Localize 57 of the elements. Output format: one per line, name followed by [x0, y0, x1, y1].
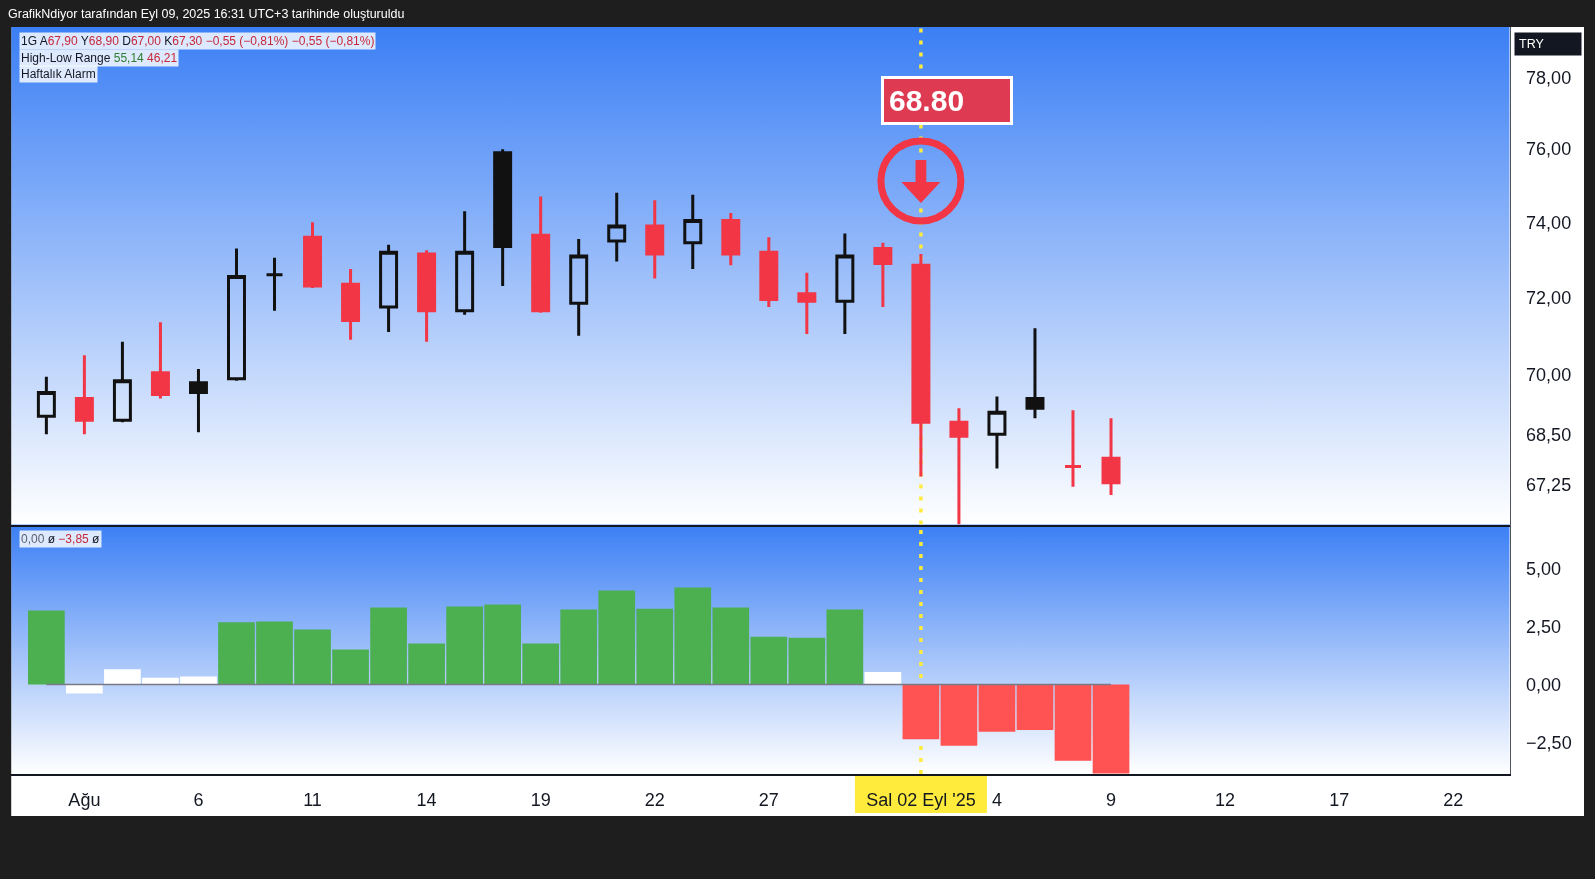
bar [864, 671, 902, 685]
x-tick-label: 22 [1443, 790, 1464, 811]
y-tick-label: 78,00 [1526, 68, 1572, 89]
x-tick-label: 27 [758, 790, 779, 811]
bar [1016, 684, 1054, 730]
x-tick-label: 14 [416, 790, 437, 811]
bar [28, 610, 65, 685]
candlestick [379, 244, 399, 332]
candlestick [303, 222, 323, 288]
candlestick [1063, 410, 1083, 487]
x-tick-label: 9 [1106, 790, 1117, 811]
candlestick [112, 341, 132, 423]
y-tick-label: 70,00 [1526, 365, 1572, 386]
y-tick-label: 2,50 [1526, 616, 1562, 637]
annotation: High-Low Range 55,14 46,21 [21, 51, 178, 65]
annotation: 68.80 [889, 84, 965, 117]
candlestick [569, 239, 589, 336]
y-tick-label: 5,00 [1526, 558, 1562, 579]
bar [940, 684, 978, 746]
y-axis-title: TRY [1519, 37, 1545, 51]
chart-title: GrafikNdiyor tarafından Eyl 09, 2025 16:31 UTC+3 tarihinde oluşturuldu [8, 6, 405, 21]
y-tick-label: 68,50 [1526, 424, 1572, 445]
candlestick [188, 368, 208, 433]
y-tick-label: 74,00 [1526, 212, 1572, 233]
candlestick [607, 192, 627, 262]
annotation: 0,00 ø −3,85 ø [21, 532, 101, 546]
x-tick-label: 6 [193, 790, 204, 811]
candlestick [36, 376, 56, 435]
x-tick-label: 11 [303, 790, 322, 811]
x-tick-label: 17 [1329, 790, 1350, 811]
text: 1G A67,90 Y68,90 D67,00 K67,30 −0,55 (−0,81%) −0,55 (−0,81%) [21, 34, 375, 48]
x-tick-label: 4 [991, 790, 1002, 811]
bar [1092, 684, 1130, 774]
x-tick-label: Ağu [68, 790, 101, 811]
x-tick-label: 19 [530, 790, 551, 811]
bar [978, 684, 1016, 732]
x-tick-label: 22 [644, 790, 665, 811]
candlestick [835, 233, 855, 334]
x-tick-label: 12 [1215, 790, 1236, 811]
candlestick [683, 194, 703, 270]
candlestick [987, 396, 1007, 469]
candlestick [493, 149, 513, 287]
bar [826, 609, 864, 685]
y-tick-label: 76,00 [1526, 139, 1572, 160]
candlestick [1025, 328, 1045, 419]
x-tick-label: Sal 02 Eyl '25 [866, 790, 976, 811]
bar [1054, 684, 1092, 761]
y-tick-label: 0,00 [1526, 674, 1562, 695]
bar [902, 684, 940, 740]
candlestick [455, 211, 475, 315]
candlestick [531, 196, 551, 313]
y-tick-label: 72,00 [1526, 287, 1572, 308]
candlestick [265, 257, 284, 311]
y-tick-label: 67,25 [1526, 475, 1572, 496]
annotation: Haftalık Alarm [21, 67, 96, 81]
candlestick [227, 248, 246, 381]
y-tick-label: −2,50 [1526, 732, 1572, 753]
